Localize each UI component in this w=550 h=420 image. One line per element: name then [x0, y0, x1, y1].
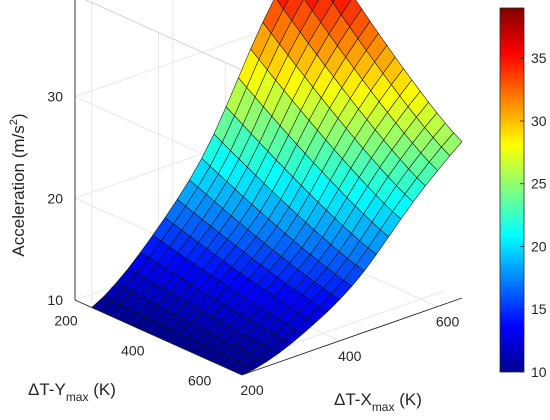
- colorbar-tick-label: 10: [531, 364, 547, 380]
- tick-labels: 10 20 30 40 200 400 600 200 400 600: [47, 0, 459, 398]
- colorbar-tick-label: 35: [531, 50, 547, 66]
- y-tick-label: 400: [121, 343, 145, 359]
- axis-lines: [74, 0, 463, 376]
- x-tick-label: 400: [338, 348, 362, 364]
- z-axis-label: Acceleration (m/s2): [8, 113, 28, 256]
- z-tick-label: 10: [47, 292, 63, 308]
- z-tick-label: 40: [47, 0, 63, 3]
- colorbar-tick-label: 30: [531, 113, 547, 129]
- colorbar-tick-label: 25: [531, 176, 547, 192]
- x-tick-label: 200: [240, 382, 264, 398]
- x-axis-label-sub: max: [372, 400, 395, 414]
- z-tick-label: 30: [47, 89, 63, 105]
- surface-mesh: [91, 0, 463, 376]
- y-tick-label: 600: [188, 373, 212, 389]
- z-axis-label-sup: 2: [8, 119, 20, 125]
- y-tick-label: 200: [54, 313, 78, 329]
- y-axis-label: ΔT-Ymax (K): [28, 380, 116, 404]
- colorbar: [499, 7, 525, 373]
- colorbar-tick-label: 20: [531, 238, 547, 254]
- z-tick-label: 20: [47, 190, 63, 206]
- x-tick-label: 600: [436, 314, 460, 330]
- colorbar-tick-label: 15: [531, 301, 547, 317]
- y-axis-line: [74, 299, 243, 376]
- x-axis-label: ΔT-Xmax (K): [334, 390, 422, 414]
- y-axis-label-sub: max: [66, 390, 89, 404]
- surface-patch: [330, 0, 335, 4]
- colorbar-ticks: 10 15 20 25 30 35: [520, 50, 547, 380]
- x-axis-line: [241, 297, 463, 376]
